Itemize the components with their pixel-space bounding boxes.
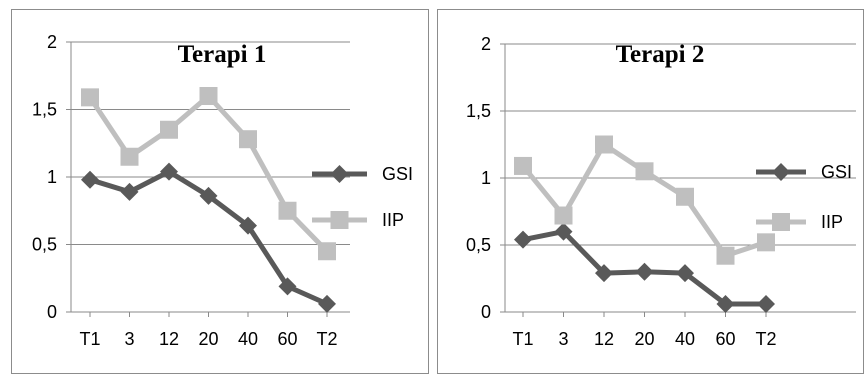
- legend-marker-iip: [772, 213, 790, 231]
- data-point-iip: [514, 156, 532, 175]
- data-point-gsi: [514, 230, 532, 249]
- data-point-gsi: [635, 262, 654, 281]
- x-tick-label-3: 3: [124, 329, 134, 349]
- y-tick-label: 2: [47, 32, 57, 52]
- x-tick-label-3: 3: [558, 329, 568, 349]
- x-tick-label-40: 40: [675, 329, 695, 349]
- chart-title: Terapi 2: [616, 41, 705, 68]
- legend-label-iip: IIP: [821, 212, 843, 232]
- legend-marker-iip: [330, 211, 349, 229]
- x-tick-label-t1: T1: [512, 329, 533, 349]
- line-chart-terapi-1: 0 0,5 1 1,5 2 T1 3 12 20 40 60 T2 Terapi 1 GSI IIP: [32, 32, 413, 349]
- data-point-iip: [239, 130, 257, 149]
- x-tick-label-12: 12: [594, 329, 614, 349]
- y-tick-label: 1: [47, 167, 57, 187]
- series-line-iip: [521, 142, 767, 259]
- x-tick-label-t2: T2: [316, 329, 337, 349]
- chart-panel-terapi-1: 0 0,5 1 1,5 2 T1 3 12 20 40 60 T2 Terapi 1 GSI IIP: [11, 9, 429, 374]
- data-point-gsi: [120, 182, 139, 201]
- data-point-iip: [757, 233, 775, 252]
- y-tick-label: 0,5: [466, 235, 491, 255]
- x-tick-label-60: 60: [715, 329, 735, 349]
- legend-marker-gsi: [330, 165, 349, 183]
- legend-label-gsi: GSI: [382, 164, 413, 184]
- legend-label-iip: IIP: [382, 210, 404, 230]
- y-tick-label: 1: [481, 168, 491, 188]
- data-point-iip: [554, 206, 573, 225]
- data-point-gsi: [757, 294, 775, 313]
- data-point-iip: [278, 201, 297, 220]
- y-tick-label: 1,5: [466, 101, 491, 121]
- data-point-iip: [318, 242, 336, 261]
- data-point-iip: [635, 162, 654, 181]
- data-point-iip: [199, 87, 218, 105]
- data-point-iip: [160, 120, 178, 139]
- line-chart-terapi-2: 0 0,5 1 1,5 2 T1 3 12 20 40 60 T2 Terapi 2 GSI IIP: [466, 34, 856, 349]
- legend-marker-gsi: [772, 163, 790, 181]
- chart-title: Terapi 1: [178, 41, 267, 68]
- x-tick-label-20: 20: [634, 329, 654, 349]
- data-point-gsi: [239, 216, 257, 235]
- x-tick-label-t1: T1: [79, 329, 100, 349]
- x-tick-label-40: 40: [238, 329, 258, 349]
- data-point-gsi: [554, 222, 573, 241]
- data-point-gsi: [676, 264, 694, 283]
- data-point-iip: [81, 88, 99, 107]
- data-point-gsi: [199, 186, 218, 205]
- y-tick-label: 2: [481, 34, 491, 54]
- x-tick-label-60: 60: [277, 329, 297, 349]
- data-point-gsi: [595, 264, 613, 283]
- legend-label-gsi: GSI: [821, 162, 852, 182]
- x-tick-label-t2: T2: [755, 329, 776, 349]
- y-tick-label: 1,5: [32, 100, 57, 120]
- data-point-gsi: [278, 277, 297, 296]
- data-point-iip: [120, 147, 139, 166]
- data-point-gsi: [318, 294, 336, 313]
- data-point-gsi: [81, 170, 99, 189]
- data-point-gsi: [716, 294, 735, 313]
- chart-panel-terapi-2: 0 0,5 1 1,5 2 T1 3 12 20 40 60 T2 Terapi 2 GSI IIP: [437, 9, 864, 374]
- x-tick-label-12: 12: [159, 329, 179, 349]
- y-tick-label: 0: [47, 302, 57, 322]
- data-point-iip: [595, 135, 613, 154]
- data-point-iip: [676, 187, 694, 206]
- x-tick-label-20: 20: [198, 329, 218, 349]
- data-point-iip: [716, 246, 735, 265]
- y-tick-label: 0: [481, 302, 491, 322]
- data-point-gsi: [160, 162, 178, 181]
- y-tick-label: 0,5: [32, 235, 57, 255]
- series-line-iip: [87, 93, 329, 253]
